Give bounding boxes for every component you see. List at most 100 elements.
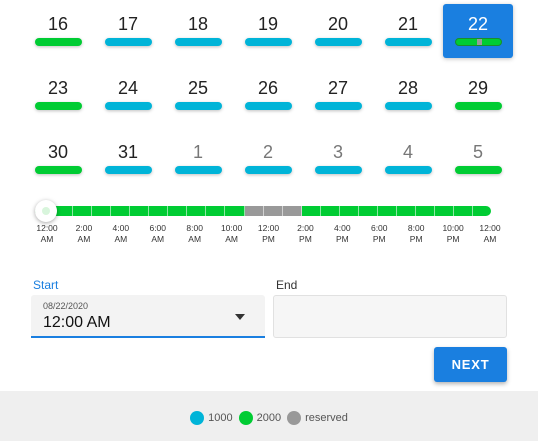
hour-segment <box>415 206 435 216</box>
day-number: 2 <box>262 142 273 162</box>
tick-meridiem: PM <box>335 234 349 244</box>
calendar-day[interactable]: 18 <box>163 4 233 58</box>
legend-dot-icon <box>190 411 205 425</box>
tick-time: 12:00 <box>257 223 280 233</box>
calendar-day[interactable]: 28 <box>373 68 443 122</box>
calendar-day[interactable]: 5 <box>443 132 513 186</box>
time-tick: 12:00 PM <box>249 223 289 245</box>
legend-dot-icon <box>287 411 302 425</box>
calendar-week-row: 23 24 25 26 27 28 29 <box>23 68 515 122</box>
start-time-select[interactable]: 08/22/2020 12:00 AM <box>31 295 265 338</box>
availability-bar <box>385 102 432 110</box>
calendar-day[interactable]: 26 <box>233 68 303 122</box>
legend-dot-icon <box>238 411 253 425</box>
time-tick: 4:00 AM <box>101 223 141 245</box>
time-tick-labels: 12:00 AM 2:00 AM 4:00 AM 6:00 AM 8:00 AM 10:00 AM 12… <box>0 223 538 249</box>
tick-time: 2:00 <box>75 223 93 233</box>
hour-segment <box>320 206 340 216</box>
day-number: 24 <box>117 78 139 98</box>
day-number: 26 <box>257 78 279 98</box>
hour-segment <box>358 206 378 216</box>
calendar-day[interactable]: 30 <box>23 132 93 186</box>
tick-time: 10:00 <box>442 223 464 233</box>
availability-bar <box>35 166 82 174</box>
calendar-day[interactable]: 4 <box>373 132 443 186</box>
availability-bar <box>35 38 82 46</box>
tick-time: 8:00 <box>186 223 203 233</box>
hour-segment <box>187 206 207 216</box>
time-tick: 12:00 AM <box>470 223 510 245</box>
tick-time: 6:00 <box>149 223 167 233</box>
hour-segment <box>244 206 264 216</box>
day-number: 19 <box>257 14 279 34</box>
availability-bar <box>175 38 222 46</box>
availability-bar <box>35 102 82 110</box>
time-tick: 12:00 AM <box>27 223 67 245</box>
calendar-day-selected[interactable]: 22 <box>443 4 513 58</box>
calendar-day[interactable]: 3 <box>303 132 373 186</box>
time-slider-handle[interactable] <box>35 200 57 222</box>
legend-label: 1000 <box>208 412 233 424</box>
hour-segment <box>282 206 302 216</box>
availability-bar <box>455 166 502 174</box>
tick-meridiem: PM <box>262 234 275 244</box>
calendar-day[interactable]: 25 <box>163 68 233 122</box>
availability-bar <box>175 166 222 174</box>
tick-meridiem: PM <box>299 234 312 244</box>
calendar-day[interactable]: 20 <box>303 4 373 58</box>
tick-meridiem: PM <box>409 234 423 244</box>
hour-segment <box>434 206 455 216</box>
day-number: 1 <box>192 142 203 162</box>
day-number: 29 <box>467 78 489 98</box>
availability-bar <box>245 38 292 46</box>
calendar-day[interactable]: 27 <box>303 68 373 122</box>
legend-item: reserved <box>287 411 348 425</box>
time-tick: 2:00 AM <box>64 223 104 245</box>
calendar-day[interactable]: 29 <box>443 68 513 122</box>
legend: 1000 2000 reserved <box>0 411 538 425</box>
calendar-day[interactable]: 31 <box>93 132 163 186</box>
calendar-day[interactable]: 1 <box>163 132 233 186</box>
calendar-week-row: 16 17 18 19 20 21 22 <box>23 4 515 58</box>
tick-meridiem: AM <box>225 234 238 244</box>
calendar-grid: 16 17 18 19 20 21 22 23 24 25 26 27 28 29 30 31 1 2 3 4 5 <box>23 4 515 186</box>
calendar-day[interactable]: 17 <box>93 4 163 58</box>
hour-segment <box>301 206 321 216</box>
tick-meridiem: PM <box>372 234 386 244</box>
day-number: 28 <box>397 78 419 98</box>
hour-segment <box>168 206 188 216</box>
calendar-day[interactable]: 23 <box>23 68 93 122</box>
next-button[interactable]: NEXT <box>434 347 507 382</box>
calendar-day[interactable]: 2 <box>233 132 303 186</box>
calendar-day[interactable]: 21 <box>373 4 443 58</box>
tick-meridiem: PM <box>446 234 460 244</box>
time-tick: 2:00 PM <box>285 223 325 245</box>
hour-segment <box>54 206 74 216</box>
day-number: 4 <box>402 142 413 162</box>
availability-bar <box>315 38 362 46</box>
calendar-day[interactable]: 16 <box>23 4 93 58</box>
hour-segment <box>111 206 131 216</box>
calendar-day[interactable]: 24 <box>93 68 163 122</box>
time-tick: 4:00 PM <box>322 223 362 245</box>
time-range-track[interactable] <box>35 206 491 216</box>
start-date: 08/22/2020 <box>43 301 89 311</box>
tick-time: 12:00 <box>479 223 501 233</box>
availability-bar <box>455 102 502 110</box>
availability-bar <box>105 38 152 46</box>
day-number: 27 <box>327 78 349 98</box>
calendar-day[interactable]: 19 <box>233 4 303 58</box>
tick-time: 6:00 <box>370 223 388 233</box>
hour-segment <box>130 206 150 216</box>
end-time-field[interactable] <box>273 295 507 338</box>
availability-bar <box>245 102 292 110</box>
day-number: 23 <box>47 78 69 98</box>
day-number: 22 <box>467 14 489 34</box>
legend-label: reserved <box>305 412 348 424</box>
availability-bar <box>385 166 432 174</box>
day-number: 17 <box>117 14 139 34</box>
availability-bar <box>105 102 152 110</box>
hour-segment <box>396 206 416 216</box>
legend-footer: 1000 2000 reserved <box>0 391 538 441</box>
tick-meridiem: AM <box>151 234 165 244</box>
